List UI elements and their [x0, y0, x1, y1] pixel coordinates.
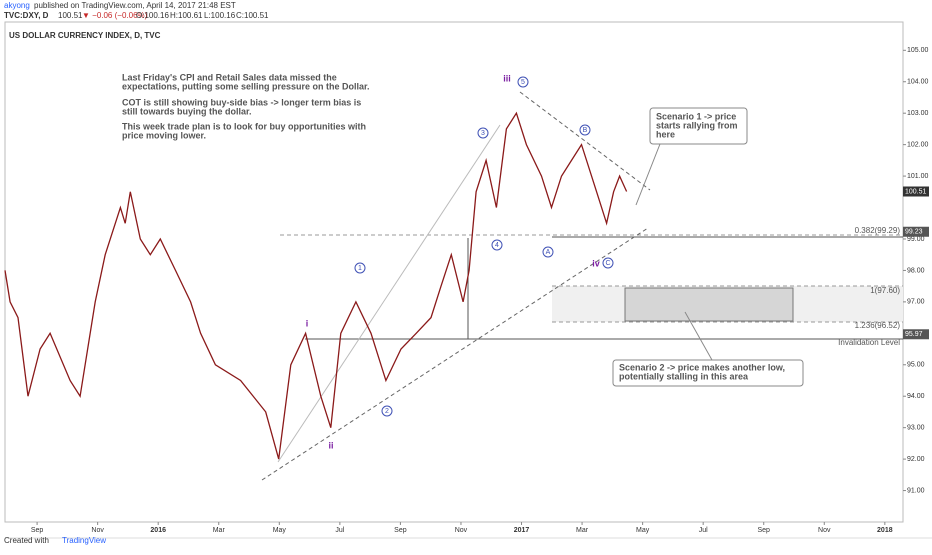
open: O:100.16	[136, 11, 169, 20]
last: 100.51	[58, 11, 83, 20]
y-tick-label: 97.00	[907, 299, 925, 306]
x-tick-label: Sep	[394, 527, 407, 534]
wave-label: 5	[521, 79, 525, 86]
trend-line	[519, 91, 651, 191]
y-tick-label: 104.00	[907, 79, 929, 86]
x-tick-label: 2016	[150, 527, 166, 534]
wave-label: i	[306, 318, 309, 328]
high: H:100.61	[170, 11, 203, 20]
y-tick-label: 98.00	[907, 267, 925, 274]
wave-label: 2	[385, 408, 389, 415]
target-box	[624, 287, 794, 322]
callout-text: Scenario 1 -> price	[656, 111, 736, 121]
wave-circle	[579, 124, 591, 136]
x-tick-label: 2018	[877, 527, 893, 534]
x-tick-label: Nov	[818, 527, 831, 534]
wave-circle	[602, 257, 614, 269]
channel-line	[277, 124, 501, 463]
x-tick-label: Sep	[31, 527, 44, 534]
callout-box	[612, 359, 804, 387]
note-line: price moving lower.	[122, 130, 206, 140]
x-tick-label: Sep	[757, 527, 770, 534]
x-tick-label: Jul	[335, 527, 344, 534]
callout-pointer	[635, 143, 661, 206]
y-tick-label: 94.00	[907, 393, 925, 400]
wave-label: 1	[358, 265, 362, 272]
x-tick-label: May	[273, 527, 287, 534]
callout-text: potentially stalling in this area	[619, 371, 749, 381]
level-label: 1(97.60)	[870, 286, 900, 295]
callout-pointer	[684, 311, 713, 361]
note-line: This week trade plan is to look for buy …	[122, 121, 366, 131]
y-tick-label: 101.00	[907, 173, 929, 180]
level-label: 0.382(99.29)	[855, 226, 901, 235]
footer-brand[interactable]: TradingView	[62, 536, 106, 545]
x-tick-label: Mar	[576, 527, 589, 534]
note-line: expectations, putting some selling press…	[122, 81, 370, 91]
note-line: still towards buying the dollar.	[122, 106, 252, 116]
callout-text: Scenario 2 -> price makes another low,	[619, 362, 785, 372]
author: akyong	[4, 1, 30, 10]
wave-circle	[517, 76, 529, 88]
price-tag	[903, 226, 929, 237]
level-label: Invalidation Level	[838, 338, 900, 347]
price-tag	[903, 329, 929, 340]
level-label: 1.236(96.52)	[855, 321, 901, 330]
y-tick-label: 99.00	[907, 236, 925, 243]
wave-label: iii	[503, 73, 511, 83]
callout-box	[649, 107, 748, 145]
published: published on TradingView.com, April 14, …	[34, 1, 236, 10]
y-tick-label: 95.00	[907, 362, 925, 369]
x-tick-label: May	[636, 527, 650, 534]
x-tick-label: 2017	[514, 527, 530, 534]
y-tick-label: 93.00	[907, 425, 925, 432]
callout-text: starts rallying from	[656, 120, 738, 130]
y-tick-label: 91.00	[907, 487, 925, 494]
x-tick-label: Nov	[455, 527, 468, 534]
price-tag-label: 95.97	[905, 331, 923, 338]
close: C:100.51	[236, 11, 269, 20]
y-tick-label: 102.00	[907, 141, 929, 148]
wave-label: C	[605, 260, 610, 267]
chart-title: US DOLLAR CURRENCY INDEX, D, TVC	[9, 31, 161, 40]
price-tag-label: 99.23	[905, 229, 923, 236]
symbol: TVC:DXY, D	[4, 11, 49, 20]
price-tag-label: 100.51	[905, 188, 927, 195]
x-tick-label: Jul	[699, 527, 708, 534]
y-tick-label: 92.00	[907, 456, 925, 463]
footer-created: Created with	[4, 536, 49, 545]
wave-label: 4	[495, 242, 499, 249]
x-tick-label: Mar	[213, 527, 226, 534]
x-tick-label: Nov	[91, 527, 104, 534]
wave-circle	[477, 127, 489, 139]
wave-circle	[381, 405, 393, 417]
price-line	[4, 111, 628, 460]
wave-label: 3	[481, 130, 485, 137]
wave-label: iv	[592, 258, 600, 268]
y-tick-label: 103.00	[907, 110, 929, 117]
wave-label: A	[546, 249, 551, 256]
change: ▼ −0.06 (−0.06%)	[82, 11, 148, 20]
callout-text: here	[656, 129, 675, 139]
wave-circle	[491, 239, 503, 251]
note-line: Last Friday's CPI and Retail Sales data …	[122, 72, 337, 82]
wave-label: B	[583, 127, 588, 134]
low: L:100.16	[204, 11, 236, 20]
wave-circle	[542, 246, 554, 258]
wave-circle	[354, 262, 366, 274]
price-tag	[903, 186, 929, 197]
note-line: COT is still showing buy-side bias -> lo…	[122, 97, 361, 107]
wave-label: ii	[328, 440, 333, 450]
y-tick-label: 105.00	[907, 47, 929, 54]
